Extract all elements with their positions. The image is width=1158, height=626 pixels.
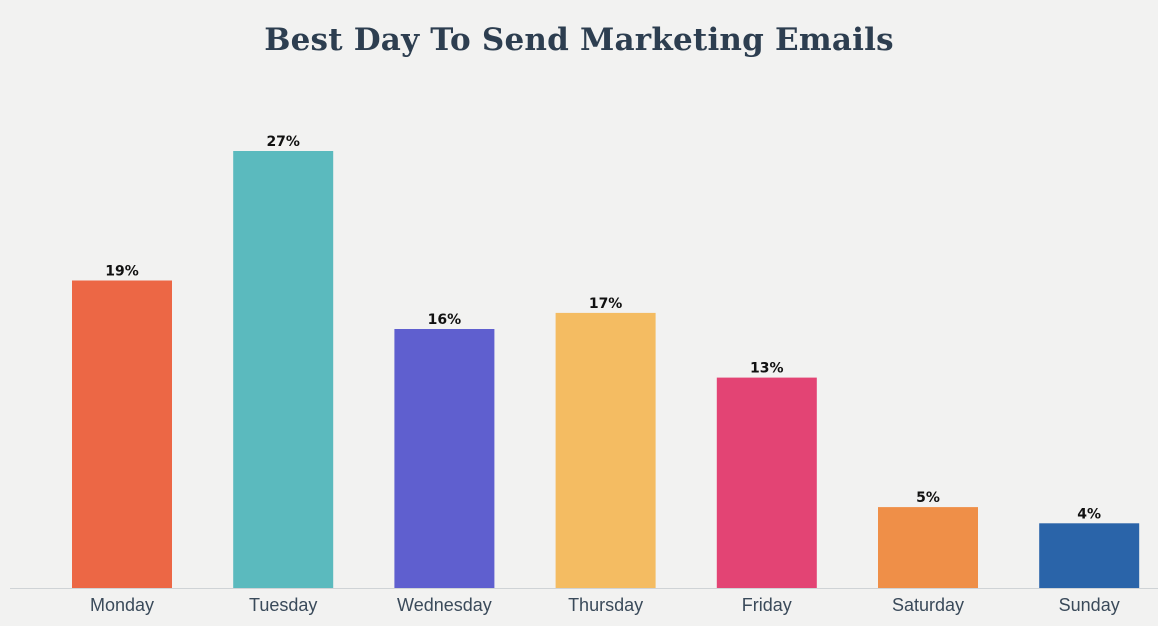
value-label-friday: 13% — [750, 361, 784, 377]
chart-title: Best Day To Send Marketing Emails — [264, 22, 894, 58]
bar-wednesday — [394, 329, 495, 588]
category-label-friday: Friday — [742, 595, 792, 615]
value-label-sunday: 4% — [1077, 506, 1101, 522]
bar-thursday — [555, 312, 656, 588]
category-label-sunday: Sunday — [1059, 595, 1120, 615]
value-label-tuesday: 27% — [266, 134, 300, 150]
value-label-wednesday: 16% — [428, 312, 462, 328]
category-label-saturday: Saturday — [892, 595, 964, 615]
bar-friday — [716, 377, 817, 588]
category-label-thursday: Thursday — [568, 595, 643, 615]
bar-saturday — [878, 507, 978, 588]
bar-sunday — [1039, 523, 1140, 588]
value-label-saturday: 5% — [916, 490, 940, 506]
value-label-monday: 19% — [105, 264, 139, 280]
category-label-tuesday: Tuesday — [249, 595, 317, 615]
category-label-wednesday: Wednesday — [397, 595, 492, 615]
value-label-thursday: 17% — [589, 296, 623, 312]
category-label-monday: Monday — [90, 595, 154, 615]
bar-tuesday — [233, 151, 334, 588]
bar-monday — [72, 280, 172, 588]
